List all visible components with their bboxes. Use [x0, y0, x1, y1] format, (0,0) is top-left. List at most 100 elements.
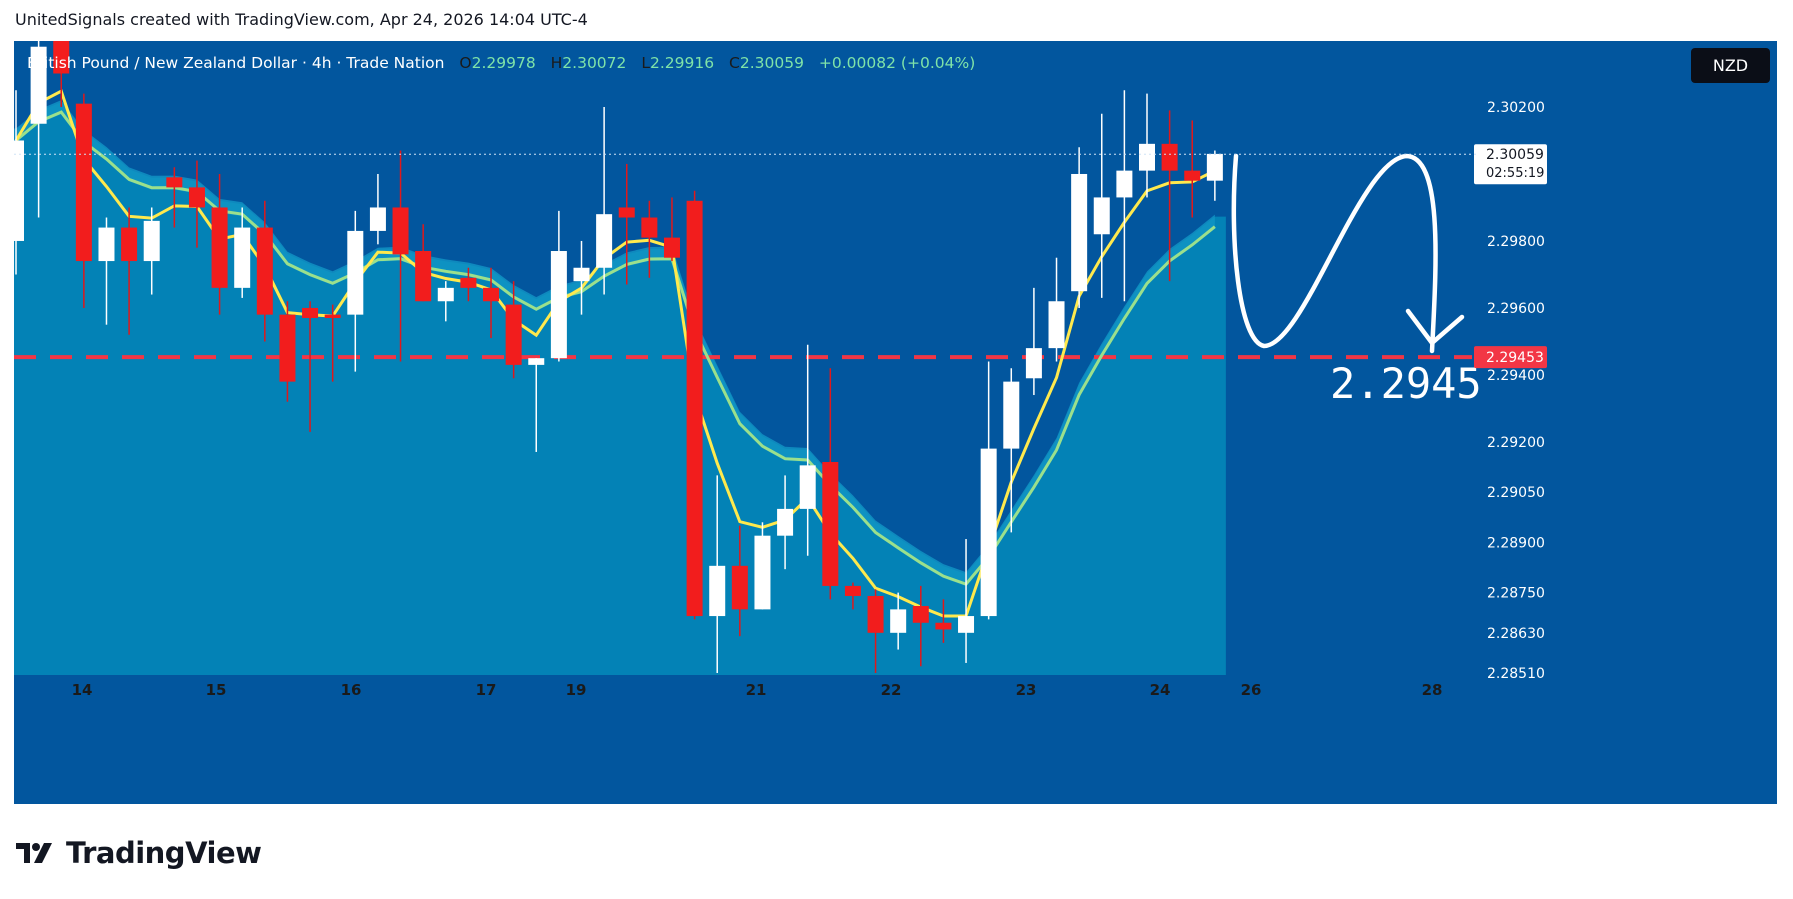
candle-body: [1206, 153, 1223, 181]
candles: [14, 41, 1223, 673]
x-axis-tick: 14: [72, 681, 93, 699]
candle-body: [935, 622, 952, 630]
candle-body: [1184, 170, 1201, 181]
candle-body: [347, 230, 364, 315]
candle-body: [663, 237, 680, 258]
candle-body: [166, 177, 183, 188]
candle-body: [53, 41, 70, 74]
last-price-value: 2.30059: [1486, 147, 1544, 163]
y-axis-tick: 2.28750: [1487, 586, 1545, 602]
candle-body: [980, 448, 997, 617]
last-price-tag: 2.30059 02:55:19: [1474, 144, 1547, 185]
y-axis-tick: 2.29400: [1487, 368, 1545, 384]
candle-body: [30, 46, 47, 124]
candle-body: [867, 595, 884, 633]
candle-body: [618, 207, 635, 218]
candle-body: [686, 200, 703, 617]
candle-body: [596, 214, 613, 268]
candle-body: [1139, 143, 1155, 171]
y-axis-tick: 2.28630: [1487, 626, 1545, 642]
level-price-tag: 2.29453: [1474, 346, 1547, 369]
x-axis-tick: 17: [476, 681, 497, 699]
candle-body: [890, 609, 907, 633]
candle-body: [799, 465, 816, 509]
candle-body: [777, 508, 794, 536]
tradingview-logo-icon: [16, 843, 52, 863]
x-axis-tick: 26: [1241, 681, 1262, 699]
candle-body: [302, 307, 319, 318]
candle-body: [505, 304, 522, 365]
y-axis-tick: 2.29200: [1487, 435, 1545, 451]
y-axis-tick: 2.29050: [1487, 485, 1545, 501]
low-label: L: [641, 54, 650, 72]
candle-body: [415, 251, 432, 302]
currency-badge[interactable]: NZD: [1691, 48, 1770, 83]
candle-body: [709, 565, 726, 617]
candle-body: [392, 207, 409, 255]
volume-area: [14, 102, 1226, 675]
candle-body: [437, 287, 454, 302]
candle-body: [188, 187, 205, 208]
candle-body: [528, 358, 545, 365]
candle-body: [1048, 301, 1065, 349]
level-price-value: 2.29453: [1486, 350, 1544, 366]
candle-body: [1003, 381, 1020, 449]
y-axis-tick: 2.28510: [1487, 666, 1545, 682]
symbol-title: British Pound / New Zealand Dollar · 4h …: [27, 54, 445, 72]
close-value: 2.30059: [739, 54, 804, 72]
candle-body: [573, 267, 590, 282]
candle-body: [1161, 143, 1178, 171]
symbol-legend: British Pound / New Zealand Dollar · 4h …: [27, 54, 975, 72]
projection-arrow: [1405, 308, 1465, 347]
x-axis-tick: 24: [1150, 681, 1171, 699]
candle-body: [731, 565, 748, 610]
tradingview-logo[interactable]: TradingView: [16, 836, 262, 870]
candle-body: [822, 462, 839, 586]
candle-body: [844, 585, 861, 596]
y-axis-tick: 2.29600: [1487, 301, 1545, 317]
open-value: 2.29978: [471, 54, 536, 72]
x-axis-tick: 23: [1016, 681, 1037, 699]
y-axis-tick: 2.30200: [1487, 100, 1545, 116]
x-axis-tick: 22: [881, 681, 902, 699]
price-chart[interactable]: 2.2945 2.30200 2.29800 2.29600 2.29400 2.292…: [14, 41, 1777, 804]
candle-body: [1116, 170, 1133, 198]
y-axis-tick: 2.29800: [1487, 234, 1545, 250]
candle-body: [754, 535, 771, 610]
x-axis-tick: 15: [206, 681, 227, 699]
high-label: H: [550, 54, 563, 72]
candle-body: [211, 207, 228, 288]
candle-body: [121, 227, 138, 262]
candle-body: [1093, 197, 1110, 235]
candle-body: [234, 227, 251, 288]
candle-body: [279, 314, 296, 382]
candle-body: [369, 207, 386, 231]
bar-countdown: 02:55:19: [1486, 166, 1544, 181]
candle-body: [98, 227, 115, 262]
open-label: O: [459, 54, 472, 72]
x-axis-tick: 28: [1422, 681, 1443, 699]
change-value: +0.00082 (+0.04%): [818, 54, 976, 72]
axes: 2.30200 2.29800 2.29600 2.29400 2.29200 2.290…: [72, 100, 1547, 699]
candle-body: [324, 314, 341, 318]
close-label: C: [729, 54, 740, 72]
x-axis-tick: 16: [341, 681, 362, 699]
x-axis-tick: 21: [746, 681, 767, 699]
candle-body: [75, 103, 92, 262]
projection-drawing: 2.2945: [1231, 153, 1482, 408]
candle-body: [460, 277, 477, 288]
candle-body: [14, 140, 24, 241]
candle-body: [143, 220, 160, 262]
candle-body: [550, 251, 567, 359]
chart-frame[interactable]: 2.2945 2.30200 2.29800 2.29600 2.29400 2.292…: [14, 41, 1777, 804]
candle-body: [958, 616, 975, 633]
candle-body: [256, 227, 273, 315]
area-layer: [14, 100, 1226, 675]
candle-body: [641, 217, 658, 238]
candle-body: [483, 287, 500, 302]
candle-body: [1071, 173, 1088, 292]
candle-body: [1025, 348, 1042, 379]
candle-body: [912, 606, 929, 623]
target-annotation: 2.2945: [1330, 359, 1482, 408]
projection-curve: [1231, 153, 1438, 354]
